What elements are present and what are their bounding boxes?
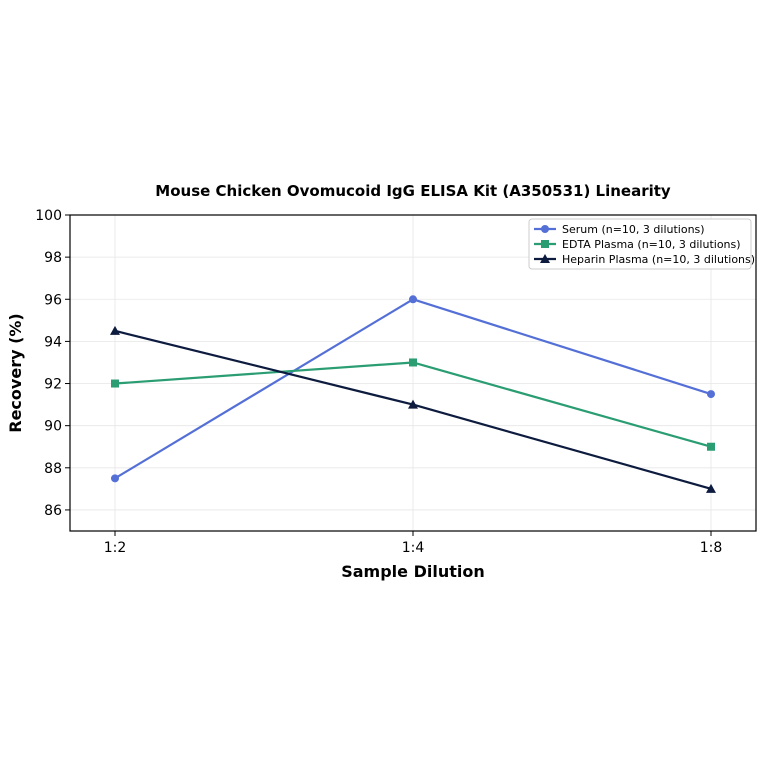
- legend-marker: [541, 225, 549, 233]
- data-point: [111, 474, 119, 483]
- legend-item: EDTA Plasma (n=10, 3 dilutions): [534, 238, 741, 251]
- series-2: [111, 358, 715, 451]
- y-tick-label: 98: [44, 250, 62, 266]
- x-tick-label: 1:8: [700, 540, 723, 556]
- legend-label: EDTA Plasma (n=10, 3 dilutions): [562, 238, 741, 251]
- x-tick-label: 1:4: [402, 540, 425, 556]
- data-point: [707, 390, 715, 399]
- y-tick-label: 94: [44, 334, 62, 350]
- data-point: [408, 399, 418, 409]
- data-point: [707, 442, 715, 451]
- y-tick-label: 88: [44, 461, 62, 477]
- legend-item: Heparin Plasma (n=10, 3 dilutions): [534, 253, 755, 266]
- x-tick-label: 1:2: [104, 540, 127, 556]
- y-tick-label: 92: [44, 377, 62, 393]
- legend-label: Serum (n=10, 3 dilutions): [562, 223, 705, 236]
- series-1: [111, 295, 715, 483]
- legend: Serum (n=10, 3 dilutions) EDTA Plasma (n=…: [528, 218, 755, 270]
- y-axis-label: Recovery (%): [6, 313, 25, 432]
- y-tick-label: 90: [44, 419, 62, 435]
- chart-title: Mouse Chicken Ovomucoid IgG ELISA Kit (A…: [155, 182, 671, 200]
- y-tick-label: 100: [35, 208, 62, 224]
- series-layer: [110, 295, 716, 493]
- data-point: [409, 358, 417, 367]
- ticks-layer: 86 88 90 92 94 96 98 100 1:2 1:4 1:8: [35, 208, 722, 556]
- data-point: [111, 379, 119, 388]
- legend-label: Heparin Plasma (n=10, 3 dilutions): [562, 253, 755, 266]
- series-3: [110, 325, 716, 493]
- legend-item: Serum (n=10, 3 dilutions): [534, 223, 705, 236]
- y-tick-label: 86: [44, 503, 62, 519]
- x-axis-label: Sample Dilution: [341, 562, 485, 581]
- legend-marker: [541, 240, 549, 248]
- data-point: [110, 325, 120, 335]
- y-tick-label: 96: [44, 292, 62, 308]
- data-point: [706, 483, 716, 493]
- legend-marker: [540, 254, 550, 263]
- data-point: [409, 295, 417, 304]
- legend-box: [528, 218, 752, 270]
